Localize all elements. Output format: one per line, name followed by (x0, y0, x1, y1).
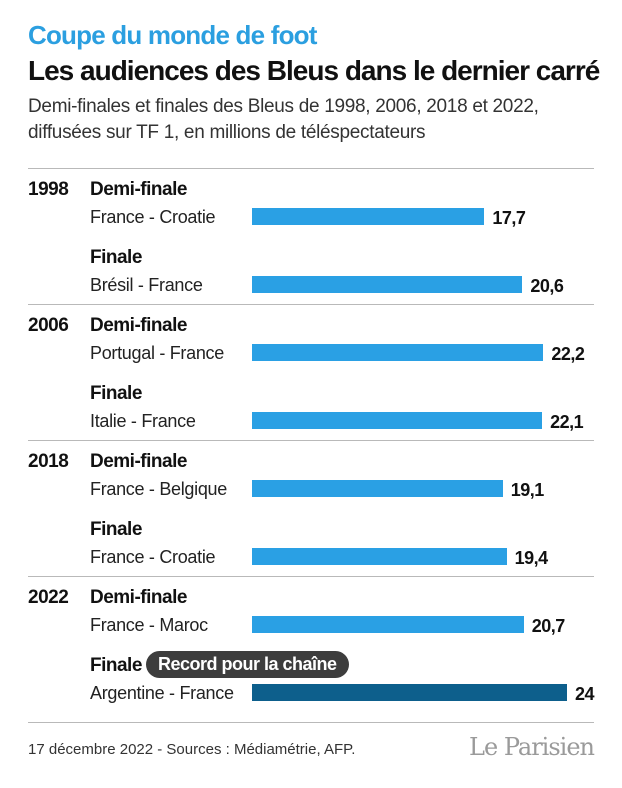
group-divider (28, 576, 594, 577)
footer-divider (28, 722, 594, 723)
value-label: 22,1 (550, 412, 584, 432)
group-divider (28, 440, 594, 441)
match-label: France - Croatie (90, 547, 216, 567)
match-label: Portugal - France (90, 343, 224, 363)
stage-label: Demi-finale (90, 179, 187, 200)
chart-title: Les audiences des Bleus dans le dernier … (28, 55, 600, 86)
bar (252, 412, 543, 429)
bar (252, 548, 507, 565)
kicker: Coupe du monde de foot (28, 20, 317, 50)
year-label: 2006 (28, 315, 69, 336)
value-label: 24 (575, 684, 595, 704)
stage-label: Finale (90, 519, 142, 540)
match-label: France - Maroc (90, 615, 208, 635)
value-label: 19,1 (510, 480, 545, 500)
bar (252, 208, 485, 225)
year-label: 2018 (28, 451, 69, 472)
group-divider (28, 304, 594, 305)
bar (252, 480, 503, 497)
match-label: Argentine - France (90, 683, 234, 703)
bar (252, 684, 567, 701)
match-label: France - Croatie (90, 207, 216, 227)
record-badge: Record pour la chaîne (146, 651, 349, 678)
chart-subtitle: Demi-finales et finales des Bleus de 199… (28, 96, 539, 143)
match-label: Brésil - France (90, 275, 203, 295)
stage-label: Demi-finale (90, 315, 187, 336)
stage-label: Finale (90, 655, 142, 676)
match-label: Italie - France (90, 411, 196, 431)
year-label: 1998 (28, 179, 69, 200)
source-note: 17 décembre 2022 - Sources : Médiamétrie… (28, 741, 356, 758)
stage-label: Finale (90, 247, 142, 268)
value-label: 22,2 (551, 344, 585, 364)
stage-label: Demi-finale (90, 451, 187, 472)
bar (252, 344, 544, 361)
year-label: 2022 (28, 587, 69, 608)
value-label: 17,7 (492, 208, 526, 228)
bar (252, 276, 523, 293)
group-divider (28, 168, 594, 169)
bar (252, 616, 524, 633)
value-label: 19,4 (514, 548, 549, 568)
stage-label: Demi-finale (90, 587, 187, 608)
stage-label: Finale (90, 383, 142, 404)
le-parisien-logo: Le Parisien (469, 733, 595, 761)
value-label: 20,6 (530, 276, 564, 296)
match-label: France - Belgique (90, 479, 227, 499)
value-label: 20,7 (531, 616, 566, 636)
